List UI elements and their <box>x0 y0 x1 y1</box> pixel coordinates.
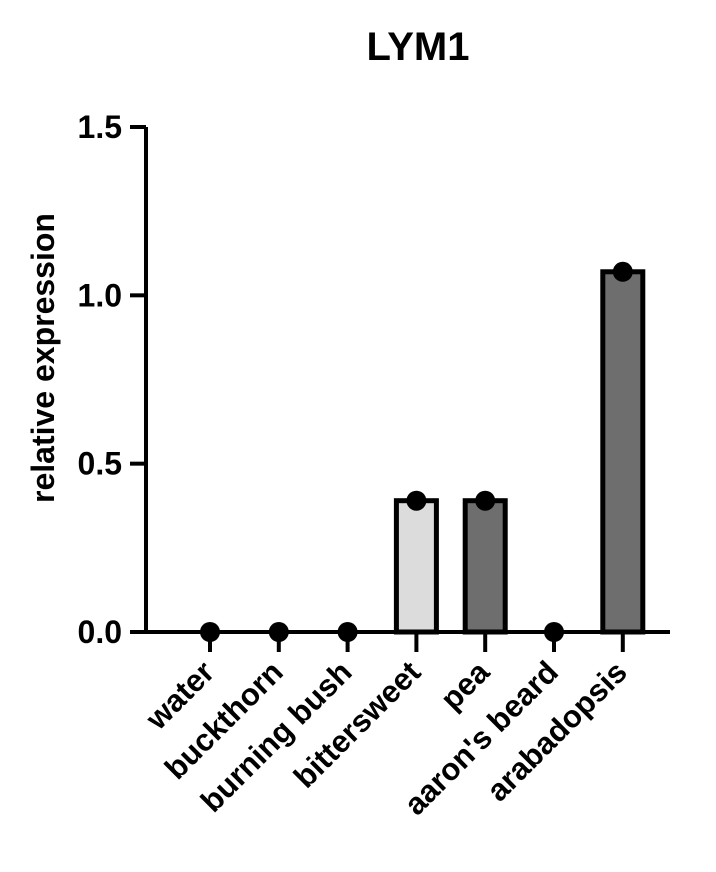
chart-title: LYM1 <box>366 25 469 69</box>
bar-pea <box>462 498 508 635</box>
data-point <box>544 622 564 642</box>
y-tick-label: 0.5 <box>78 446 122 482</box>
data-point <box>406 490 427 511</box>
data-point <box>612 261 633 282</box>
y-tick-label: 1.5 <box>78 109 122 145</box>
y-tick-label: 0.0 <box>78 614 122 650</box>
y-axis-label: relative expression <box>25 213 61 503</box>
bar-arabadopsis <box>600 269 646 635</box>
data-point <box>475 490 496 511</box>
data-point <box>268 622 289 642</box>
data-point <box>337 622 358 642</box>
data-point <box>200 622 220 642</box>
bar-bittersweet <box>393 498 439 635</box>
y-tick-label: 1.0 <box>78 277 122 313</box>
